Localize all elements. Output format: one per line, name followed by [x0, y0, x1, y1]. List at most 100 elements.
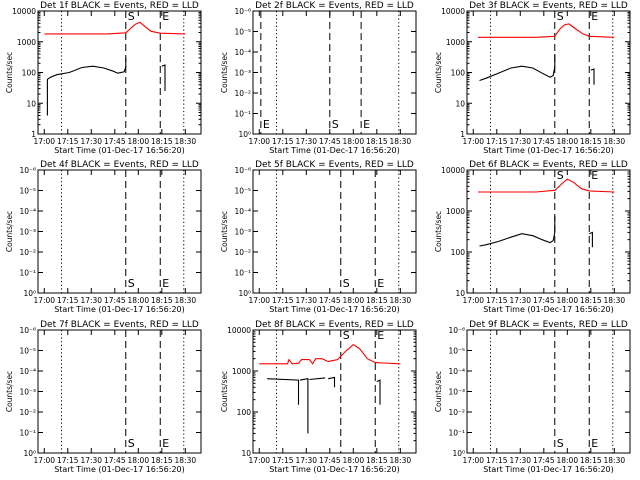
y-tick-label: 10⁻³ [19, 228, 36, 237]
x-tick-label: 18:00 [127, 137, 149, 146]
y-tick-label: 10⁻² [19, 408, 36, 417]
x-tick-label: 17:00 [248, 456, 270, 465]
x-tick-label: 17:30 [80, 137, 102, 146]
x-tick-label: 17:45 [104, 296, 126, 305]
series-events [299, 378, 309, 434]
panel-det-1: Det 1f BLACK = Events, RED = LLD 17:00 17:… [5, 1, 202, 155]
x-tick-label: 18:00 [556, 296, 578, 305]
x-tick-label: 18:15 [580, 456, 602, 465]
y-tick-label: 10⁻⁴ [19, 367, 36, 376]
x-tick-label: 17:00 [33, 296, 55, 305]
x-tick-label: 18:15 [151, 296, 173, 305]
series-lld [259, 343, 401, 365]
x-tick-label: 18:30 [175, 296, 197, 305]
y-tick-label: 100 [237, 408, 252, 417]
series-events [590, 68, 595, 85]
x-tick-label: 18:15 [366, 456, 388, 465]
marker-label-e: E [162, 277, 169, 290]
x-tick-label: 18:15 [151, 456, 173, 465]
x-tick-label: 17:30 [295, 137, 317, 146]
y-tick-label: 10⁻³ [448, 388, 465, 397]
x-axis-label: Start Time (01-Dec-17 16:56:20) [483, 146, 614, 155]
marker-label-e: E [162, 437, 169, 450]
marker-label-e: E [377, 277, 384, 290]
axes-frame [466, 329, 631, 454]
marker-label-s: S [332, 118, 339, 131]
y-tick-label: 10⁻⁴ [234, 48, 251, 57]
x-tick-label: 17:15 [57, 456, 79, 465]
y-axis-label: Counts/sec [434, 52, 443, 93]
y-tick-label: 1 [460, 130, 465, 139]
y-tick-label: 10⁻¹ [234, 269, 251, 278]
series-lld [44, 21, 186, 35]
marker-label-s: S [557, 169, 564, 182]
x-tick-label: 18:15 [366, 296, 388, 305]
axes-frame [252, 169, 417, 294]
x-tick-label: 17:15 [486, 137, 508, 146]
y-tick-label: 10⁻² [234, 89, 251, 98]
y-axis-label: Counts/sec [220, 211, 229, 252]
series-events [161, 64, 166, 91]
x-tick-label: 17:00 [462, 456, 484, 465]
y-axis-label: Counts/sec [5, 371, 14, 412]
panel-title: Det 2f BLACK = Events, RED = LLD [255, 1, 414, 11]
marker-label-s: S [343, 277, 350, 290]
series-events [309, 377, 326, 381]
axes-frame [252, 10, 417, 135]
y-tick-label: 10⁻⁶ [234, 166, 251, 175]
y-tick-label: 1000 [232, 367, 251, 376]
marker-label-e: E [591, 169, 598, 182]
x-tick-label: 17:15 [486, 296, 508, 305]
x-tick-label: 17:30 [509, 137, 531, 146]
x-tick-label: 17:45 [319, 456, 341, 465]
y-tick-label: 10⁻⁶ [19, 326, 36, 335]
panel-title: Det 8f BLACK = Events, RED = LLD [255, 320, 414, 330]
x-tick-label: 17:30 [509, 456, 531, 465]
series-events [328, 376, 336, 388]
x-tick-label: 17:00 [33, 137, 55, 146]
axes-frame [252, 329, 417, 454]
panel-title: Det 1f BLACK = Events, RED = LLD [40, 1, 199, 11]
y-tick-label: 10⁻⁴ [19, 207, 36, 216]
x-tick-label: 18:30 [390, 137, 412, 146]
x-tick-label: 17:30 [509, 296, 531, 305]
y-tick-label: 10⁻⁶ [19, 166, 36, 175]
y-tick-label: 1 [31, 130, 36, 139]
y-tick-label: 10⁻⁴ [234, 207, 251, 216]
x-axis-label: Start Time (01-Dec-17 16:56:20) [269, 465, 400, 474]
panel-title: Det 6f BLACK = Events, RED = LLD [469, 160, 628, 170]
marker-label-e: E [591, 437, 598, 450]
panel-det-4: Det 4f BLACK = Events, RED = LLD 17:00 17:… [5, 160, 202, 314]
x-tick-label: 18:30 [604, 296, 626, 305]
y-tick-label: 10⁰ [452, 449, 465, 458]
y-tick-label: 10000 [441, 166, 465, 175]
series-events [267, 378, 300, 405]
y-tick-label: 10⁻¹ [234, 110, 251, 119]
y-tick-label: 10⁻³ [19, 388, 36, 397]
y-tick-label: 10⁻³ [234, 228, 251, 237]
series-lld [478, 178, 615, 193]
marker-label-e: E [377, 329, 384, 342]
x-axis-label: Start Time (01-Dec-17 16:56:20) [483, 465, 614, 474]
x-axis-label: Start Time (01-Dec-17 16:56:20) [269, 305, 400, 314]
x-tick-label: 18:30 [604, 137, 626, 146]
x-tick-label: 17:45 [104, 456, 126, 465]
series-events [376, 379, 381, 405]
x-tick-label: 18:00 [342, 137, 364, 146]
x-tick-label: 17:45 [319, 137, 341, 146]
panel-title: Det 4f BLACK = Events, RED = LLD [40, 160, 199, 170]
x-tick-label: 18:15 [366, 137, 388, 146]
x-tick-label: 17:00 [33, 456, 55, 465]
y-tick-label: 1000 [17, 38, 36, 47]
x-axis-label: Start Time (01-Dec-17 16:56:20) [54, 465, 185, 474]
marker-label-s: S [557, 437, 564, 450]
y-axis-label: Counts/sec [220, 371, 229, 412]
x-tick-label: 18:00 [342, 456, 364, 465]
x-tick-label: 17:30 [80, 456, 102, 465]
panel-title: Det 5f BLACK = Events, RED = LLD [255, 160, 414, 170]
